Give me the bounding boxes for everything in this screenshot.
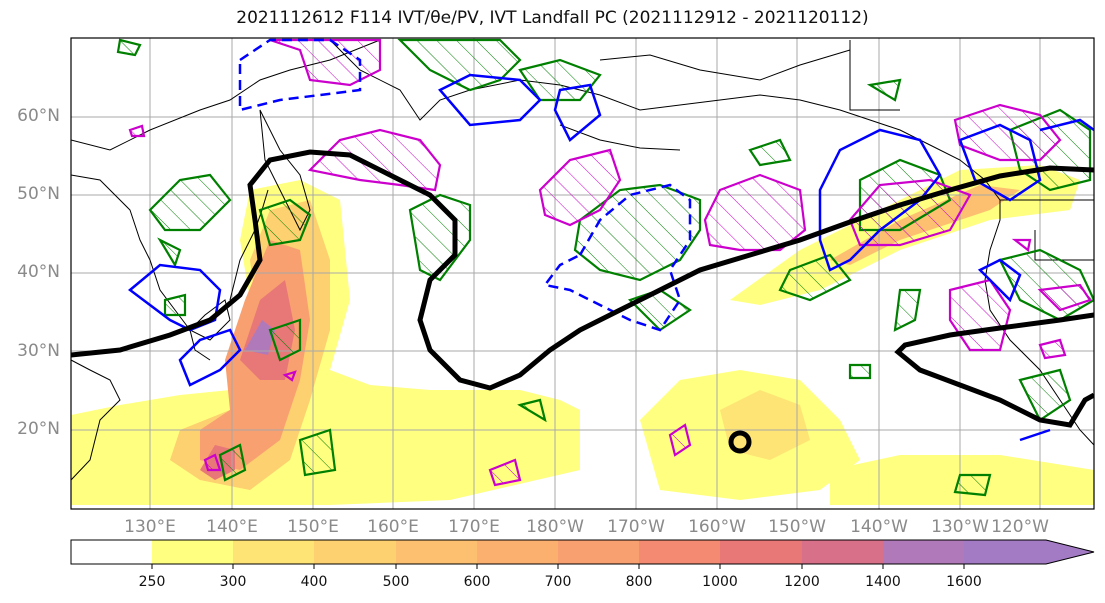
lat-label: 30°N [17, 341, 60, 361]
lat-label: 50°N [17, 184, 60, 204]
colorbar-swatch [396, 540, 477, 564]
colorbar-swatch [720, 540, 802, 564]
colorbar-tick-label: 300 [219, 574, 247, 590]
thick-contour [71, 149, 1094, 454]
lon-label: 150°E [287, 517, 339, 537]
lon-label: 150°W [768, 517, 826, 537]
map-frame [70, 37, 1095, 510]
colorbar-swatch [233, 540, 314, 564]
lon-label: 120°W [991, 517, 1049, 537]
lon-label: 170°W [607, 517, 665, 537]
lon-label: 140°E [206, 517, 258, 537]
colorbar-tick-label: 600 [463, 574, 491, 590]
colorbar-swatch [152, 540, 233, 564]
colorbar-tick-label: 700 [544, 574, 572, 590]
colorbar-tick-label: 1400 [865, 574, 901, 590]
blue-dashed-contours [238, 38, 692, 332]
colorbar-swatch [802, 540, 883, 564]
colorbar-tick-label: 1000 [702, 574, 738, 590]
lat-label: 40°N [17, 262, 60, 282]
colorbar-tick-label: 400 [300, 574, 328, 590]
colorbar-tick-label: 1200 [784, 574, 820, 590]
magenta-contours [128, 38, 1092, 487]
colorbar-swatch [314, 540, 396, 564]
colorbar [70, 539, 1095, 569]
lon-label: 130°E [124, 517, 176, 537]
lat-label: 60°N [17, 106, 60, 126]
ivt-shading [71, 165, 1094, 505]
colorbar-swatch [477, 540, 558, 564]
colorbar-swatch [883, 540, 964, 564]
lon-label: 180°W [526, 517, 584, 537]
colorbar-swatch [964, 540, 1046, 564]
lon-label: 130°W [931, 517, 989, 537]
lon-label: 160°W [688, 517, 746, 537]
map-title: 2021112612 F114 IVT/θe/PV, IVT Landfall … [236, 8, 869, 28]
colorbar-swatch [558, 540, 639, 564]
colorbar-tick-label: 1600 [946, 574, 982, 590]
colorbar-tick-label: 250 [138, 574, 166, 590]
colorbar-tick-label: 500 [382, 574, 410, 590]
lon-label: 140°W [850, 517, 908, 537]
colorbar-swatch [639, 540, 720, 564]
lat-label: 20°N [17, 419, 60, 439]
colorbar-tick-label: 800 [625, 574, 653, 590]
lon-label: 160°E [367, 517, 419, 537]
colorbar-extend-arrow [1046, 540, 1094, 564]
lon-label: 170°E [448, 517, 500, 537]
